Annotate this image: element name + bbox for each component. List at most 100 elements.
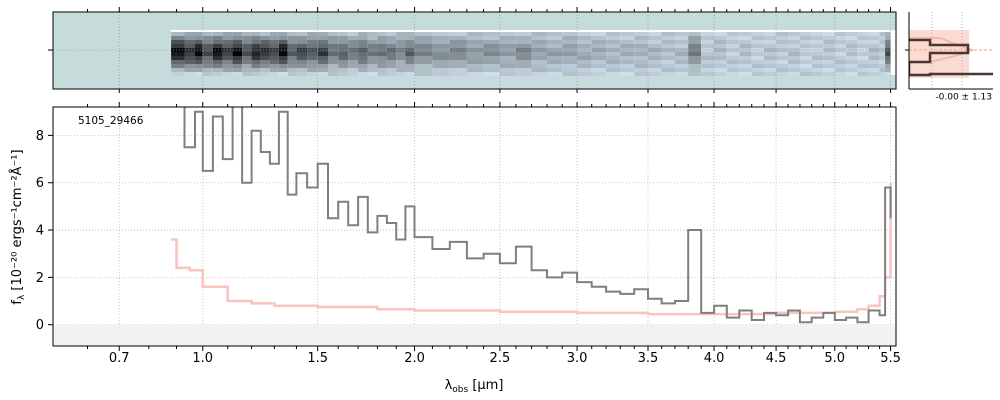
- trace-2d-cell: [688, 56, 702, 60]
- trace-2d-cell: [483, 32, 500, 36]
- trace-2d-cell: [811, 44, 824, 48]
- trace-2d-cell: [307, 40, 318, 44]
- trace-2d-cell: [195, 36, 203, 40]
- trace-2d-cell: [648, 32, 662, 36]
- trace-2d-cell: [358, 72, 368, 76]
- trace-2d-cell: [577, 52, 592, 56]
- trace-2d-cell: [278, 48, 288, 52]
- trace-2d-cell: [620, 40, 635, 44]
- trace-2d-cell: [358, 56, 368, 60]
- trace-2d-cell: [269, 44, 279, 48]
- trace-2d-cell: [184, 64, 196, 68]
- trace-2d-cell: [726, 64, 740, 68]
- trace-2d-cell: [634, 32, 649, 36]
- trace-2d-cell: [338, 52, 349, 56]
- trace-2d-cell: [377, 56, 387, 60]
- trace-2d-cell: [287, 44, 297, 48]
- trace-2d-cell: [195, 60, 203, 64]
- trace-2d-cell: [739, 48, 752, 52]
- trace-2d-cell: [414, 56, 433, 60]
- trace-2d-cell: [499, 32, 516, 36]
- trace-2d-cell: [531, 56, 548, 60]
- trace-2d-cell: [171, 56, 185, 60]
- trace-2d-cell: [269, 40, 279, 44]
- trace-2d-cell: [591, 60, 607, 64]
- trace-2d-cell: [868, 60, 880, 64]
- trace-2d-cell: [358, 64, 368, 68]
- trace-2d-cell: [307, 56, 318, 60]
- trace-2d-cell: [466, 40, 484, 44]
- trace-2d-cell: [251, 52, 261, 56]
- trace-2d-cell: [577, 60, 592, 64]
- trace-2d-cell: [195, 68, 203, 72]
- trace-2d-cell: [868, 68, 880, 72]
- trace-2d-cell: [377, 32, 387, 36]
- x-tick-label: 3.5: [638, 351, 659, 366]
- trace-2d-cell: [212, 52, 223, 56]
- trace-2d-cell: [547, 56, 563, 60]
- trace-2d-cell: [714, 36, 727, 40]
- trace-2d-cell: [885, 40, 891, 44]
- trace-2d-cell: [232, 60, 243, 64]
- trace-2d-cell: [799, 40, 812, 44]
- trace-2d-cell: [317, 56, 329, 60]
- trace-2d-cell: [701, 56, 715, 60]
- trace-2d-cell: [547, 68, 563, 72]
- trace-2d-cell: [251, 56, 261, 60]
- trace-2d-cell: [296, 40, 308, 44]
- trace-2d-cell: [591, 32, 607, 36]
- trace-2d-cell: [242, 68, 252, 72]
- x-tick-label: 5.0: [824, 351, 845, 366]
- trace-2d-cell: [799, 32, 812, 36]
- trace-2d-cell: [432, 68, 450, 72]
- trace-2d-cell: [879, 36, 886, 40]
- y-axis-label: fλ [10⁻²⁰ ergs⁻¹cm⁻²Å⁻¹]: [9, 149, 27, 304]
- trace-2d-cell: [714, 48, 727, 52]
- trace-2d-cell: [386, 72, 397, 76]
- trace-2d-cell: [788, 60, 800, 64]
- trace-2d-cell: [171, 36, 185, 40]
- trace-2d-cell: [338, 48, 349, 52]
- trace-2d-cell: [367, 60, 378, 64]
- trace-2d-cell: [317, 68, 329, 72]
- trace-2d-cell: [307, 52, 318, 56]
- trace-2d-cell: [834, 64, 847, 68]
- y-axis-label-symbol: f: [10, 300, 25, 305]
- trace-2d-cell: [317, 72, 329, 76]
- trace-2d-cell: [432, 40, 450, 44]
- trace-2d-cell: [562, 60, 578, 64]
- trace-2d-cell: [278, 44, 288, 48]
- trace-2d-cell: [834, 72, 847, 76]
- trace-2d-cell: [799, 64, 812, 68]
- trace-2d-cell: [317, 48, 329, 52]
- trace-2d-cell: [287, 52, 297, 56]
- x-tick-label: 1.0: [192, 351, 213, 366]
- trace-2d-cell: [414, 32, 433, 36]
- x-tick-label: 4.5: [766, 351, 787, 366]
- trace-2d-cell: [776, 64, 789, 68]
- trace-2d-cell: [269, 60, 279, 64]
- trace-2d-cell: [338, 56, 349, 60]
- trace-2d-cell: [367, 72, 378, 76]
- trace-2d-cell: [405, 72, 415, 76]
- trace-2d-cell: [278, 32, 288, 36]
- trace-2d-cell: [202, 44, 213, 48]
- trace-2d-cell: [232, 64, 243, 68]
- trace-2d-cell: [879, 60, 886, 64]
- trace-2d-cell: [287, 56, 297, 60]
- trace-2d-cell: [499, 56, 516, 60]
- error-series-line: [171, 182, 892, 316]
- trace-2d-cell: [232, 72, 243, 76]
- trace-2d-cell: [846, 36, 858, 40]
- trace-2d-cell: [811, 56, 824, 60]
- trace-2d-cell: [577, 40, 592, 44]
- trace-2d-cell: [726, 44, 740, 48]
- trace-2d-cell: [648, 56, 662, 60]
- trace-2d-cell: [432, 44, 450, 48]
- trace-2d-cell: [823, 32, 835, 36]
- trace-2d-cell: [202, 72, 213, 76]
- y-tick-label: 8: [36, 129, 44, 144]
- trace-2d-cell: [776, 72, 789, 76]
- trace-2d-cell: [846, 68, 858, 72]
- trace-2d-cell: [483, 60, 500, 64]
